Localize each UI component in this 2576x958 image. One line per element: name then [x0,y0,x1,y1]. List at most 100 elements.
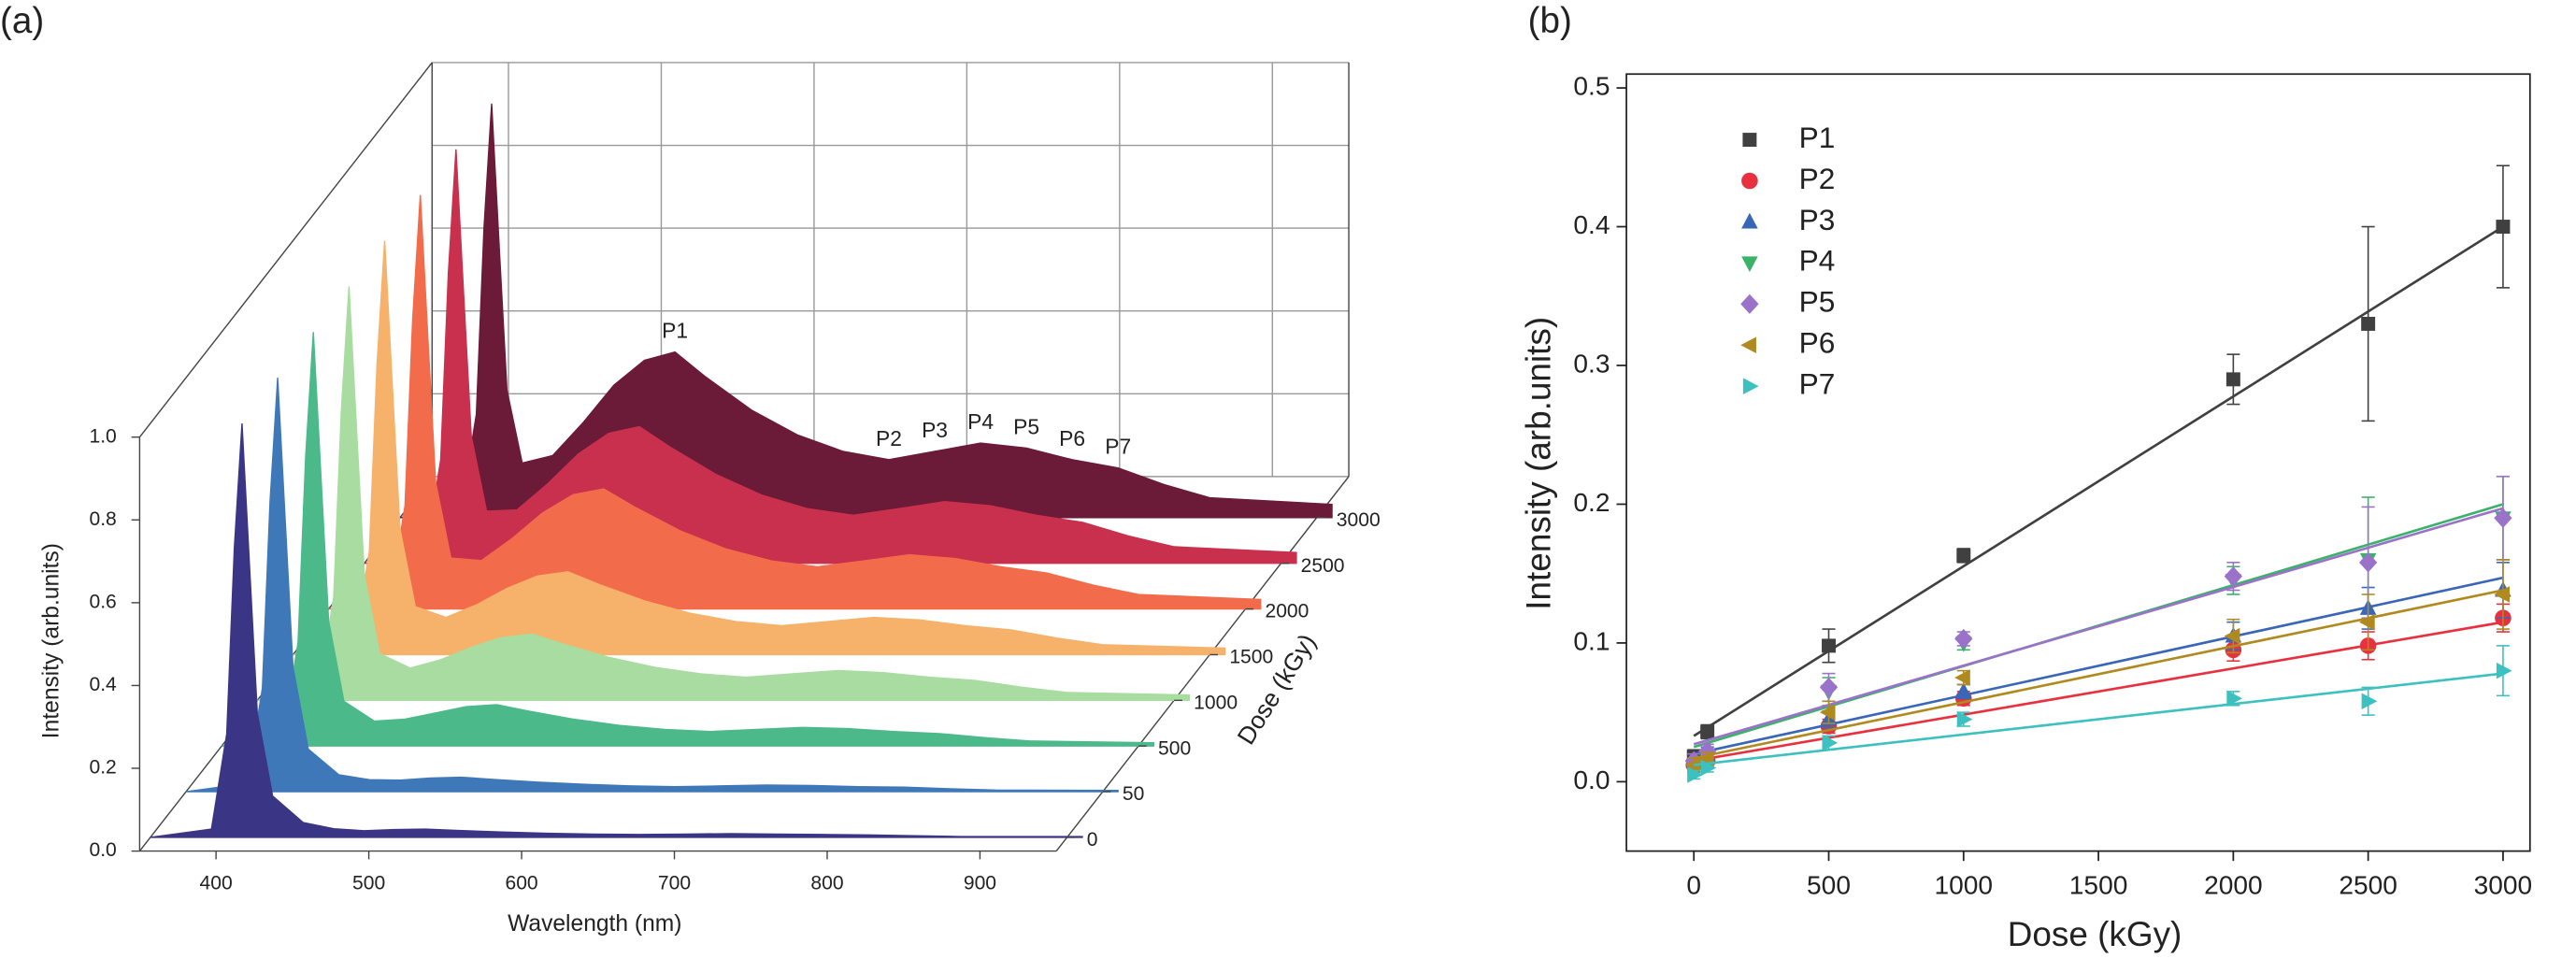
marker [1741,172,1758,190]
legend-label: P4 [1799,244,1836,278]
marker [1741,212,1758,229]
depth-tick-label: 50 [1123,783,1144,805]
fit-line [1693,507,2504,746]
legend-label: P5 [1799,285,1836,319]
marker [2225,372,2240,387]
y-tick-label: 0.5 [1573,72,1610,101]
annotation: P4 [967,409,994,434]
frame-line [1055,476,1350,852]
marker [1740,336,1756,354]
x-axis-title: Dose (kGy) [2008,915,2182,953]
x-tick-label: 600 [505,872,537,894]
y-axis-title: Intensity (arb.units) [39,543,64,738]
marker [1700,759,1717,777]
marker [1822,638,1836,653]
y-tick-label: 0.6 [89,591,116,612]
legend-label: P3 [1799,203,1836,236]
depth-tick-label: 2000 [1265,601,1309,622]
marker [1684,756,1701,774]
marker [1819,677,1839,697]
marker [1819,704,1836,721]
x-tick-label: 3000 [2474,871,2533,900]
y-tick-label: 0.4 [1573,210,1610,239]
depth-tick-label: 1500 [1229,647,1273,668]
marker [1742,378,1759,394]
legend-label: P6 [1799,326,1836,360]
marker [2224,627,2240,645]
marker [2494,586,2510,603]
marker [1954,628,1973,650]
plot-frame [1625,73,2531,852]
y-tick-label: 0.4 [89,674,117,695]
legend-label: P2 [1799,162,1836,195]
annotation: P1 [662,319,688,343]
marker [1954,669,1970,686]
annotation: P2 [876,426,902,450]
annotation: P5 [1013,414,1039,438]
annotation: P6 [1059,426,1085,450]
marker [2358,552,2378,573]
spectrum-area [293,240,1226,656]
x-axis-title: Wavelength (nm) [508,911,681,937]
y-tick-label: 0.2 [89,757,116,779]
depth-tick-label: 500 [1158,737,1191,759]
y-tick-label: 0.0 [89,839,116,861]
depth-tick-label: 0 [1087,829,1098,851]
x-tick-label: 1000 [1935,871,1994,900]
spectrum-area [364,149,1297,565]
y-tick-label: 0.1 [1573,626,1610,655]
marker [2226,690,2243,708]
x-tick-label: 700 [658,872,691,894]
marker [1956,710,1973,728]
x-tick-label: 0 [1686,871,1701,900]
x-tick-label: 2000 [2204,871,2263,900]
depth-tick-label: 1000 [1194,692,1238,713]
panel-label: (b) [1528,1,1572,41]
marker [1700,724,1715,739]
legend-label: P1 [1799,121,1836,154]
depth-tick-label: 2500 [1301,555,1345,577]
marker [2496,220,2511,235]
spectrum-area [399,103,1333,519]
y-tick-label: 0.0 [1573,765,1610,794]
y-tick-label: 0.3 [1573,349,1610,378]
annotation: P3 [922,418,948,442]
x-tick-label: 800 [810,872,843,894]
marker [2361,693,2378,710]
fit-line [1693,576,2504,755]
marker [1956,548,1971,563]
fit-line [1693,589,2504,760]
marker [1955,682,1972,698]
x-tick-label: 1500 [2069,871,2128,900]
y-tick-label: 1.0 [89,425,116,447]
spectrum-area [150,422,1083,838]
x-tick-label: 500 [1807,871,1851,900]
x-tick-label: 500 [352,872,385,894]
x-tick-label: 2500 [2339,871,2397,900]
marker [2496,662,2512,679]
marker [1742,133,1757,148]
spectrum-area [185,378,1119,793]
marker [1687,766,1703,783]
y-axis-title: Intensity (arb.units) [1519,317,1557,610]
x-tick-label: 400 [200,872,233,894]
annotation: P7 [1105,435,1131,459]
marker [2358,613,2375,631]
panel-label: (a) [0,1,44,41]
marker [1822,735,1839,751]
marker [1741,256,1758,273]
y-tick-label: 0.8 [89,508,116,530]
spectrum-area [222,332,1154,747]
spectrum-area [257,286,1191,702]
marker [2361,316,2376,331]
fit-line [1693,621,2504,763]
y-tick-label: 0.2 [1573,488,1610,517]
frame-line [138,62,433,438]
legend-label: P7 [1799,367,1836,401]
spectrum-area [328,194,1262,610]
depth-tick-label: 3000 [1337,509,1381,531]
fit-line [1694,672,2504,766]
marker [1740,293,1759,314]
x-tick-label: 900 [964,872,996,894]
